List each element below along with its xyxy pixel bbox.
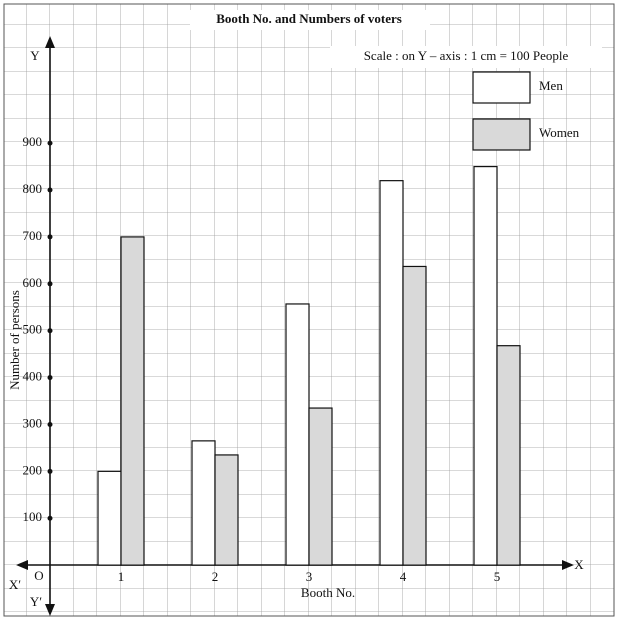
y-tick-dot [47,468,53,474]
y-tick-dot [47,140,53,146]
y-tick-label: 400 [23,369,43,384]
x-neg-letter: X′ [9,577,21,592]
x-tick-label: 2 [212,569,219,584]
y-neg-letter: Y′ [30,594,42,609]
x-axis-letter: X [574,557,584,572]
y-tick-dot [47,328,53,334]
y-tick-label: 500 [23,322,43,337]
y-tick-dot [47,281,53,287]
legend-label: Women [539,125,580,140]
x-tick-label: 3 [306,569,313,584]
y-tick-label: 600 [23,275,43,290]
x-tick-label: 1 [118,569,125,584]
x-axis-title: Booth No. [301,585,355,600]
y-tick-dot [47,421,53,427]
legend-label: Men [539,78,563,93]
bar [214,454,239,566]
chart-title: Booth No. and Numbers of voters [216,11,402,26]
y-tick-dot [47,515,53,521]
scale-note: Scale : on Y – axis : 1 cm = 100 People [364,48,569,63]
y-axis-title: Number of persons [7,290,22,390]
y-tick-label: 200 [23,462,43,477]
bar [285,303,310,566]
x-tick-label: 5 [494,569,501,584]
bar [308,407,333,566]
title-backdrop [190,10,430,30]
bar [120,236,145,566]
bar [496,345,521,566]
y-tick-label: 700 [23,228,43,243]
y-tick-label: 100 [23,509,43,524]
y-tick-label: 300 [23,415,43,430]
note-backdrop [330,46,602,68]
bar [191,440,216,566]
y-tick-dot [47,234,53,240]
y-tick-label: 800 [23,181,43,196]
y-tick-dot [47,375,53,381]
y-axis-letter: Y [30,48,40,63]
origin-label: O [34,568,43,583]
bar [97,470,122,566]
y-tick-label: 900 [23,134,43,149]
bar [402,265,427,566]
bar [473,165,498,566]
bar [379,180,404,566]
legend-swatch [472,71,531,104]
x-tick-label: 4 [400,569,407,584]
y-tick-dot [47,187,53,193]
legend-swatch [472,118,531,151]
